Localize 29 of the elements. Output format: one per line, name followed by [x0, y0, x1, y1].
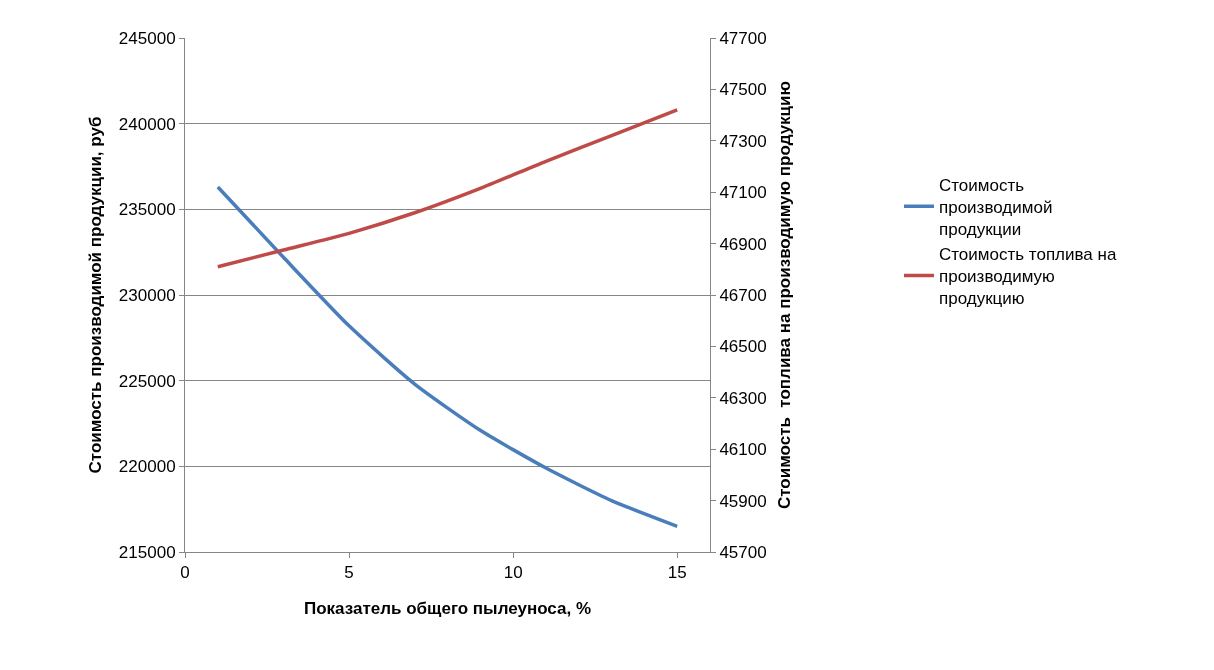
line-series — [216, 108, 679, 269]
y2-tick-label: 46500 — [719, 337, 767, 357]
y-tick-label: 230000 — [118, 285, 176, 305]
x-tick-label: 5 — [344, 563, 354, 583]
y2-tick-label: 47100 — [719, 183, 767, 203]
y2-tick-label: 47500 — [719, 80, 767, 100]
y-tick-label: 220000 — [118, 457, 176, 477]
y2-tick-label: 46100 — [719, 440, 767, 460]
x-tick-label: 10 — [503, 563, 523, 583]
y2-axis-title: Стоимость топлива на производимую продукцию — [775, 80, 795, 510]
y2-tick-label: 46900 — [719, 234, 767, 254]
line-series — [216, 185, 679, 529]
x-tick-label: 0 — [180, 563, 190, 583]
y-tick-label: 215000 — [118, 542, 176, 562]
y-tick-label: 235000 — [118, 200, 176, 220]
legend-label: Стоимость топлива на производимую продукцию — [939, 244, 1117, 309]
y2-tick-label: 46700 — [719, 285, 767, 305]
y2-tick-label: 45700 — [719, 542, 767, 562]
legend-label: Стоимость производимой продукции — [939, 175, 1053, 239]
y-tick-label: 225000 — [118, 371, 176, 391]
x-tick-label: 15 — [667, 563, 687, 583]
y-axis-title: Стоимость производимой продукции, руб — [86, 116, 106, 474]
x-axis-title: Показатель общего пылеуноса, % — [303, 598, 592, 618]
y2-tick-label: 46300 — [719, 388, 767, 408]
y2-tick-label: 45900 — [719, 491, 767, 511]
y2-tick-label: 47300 — [719, 131, 767, 151]
y2-tick-label: 47700 — [719, 28, 767, 48]
y-tick-label: 240000 — [118, 114, 176, 134]
y-tick-label: 245000 — [118, 28, 176, 48]
